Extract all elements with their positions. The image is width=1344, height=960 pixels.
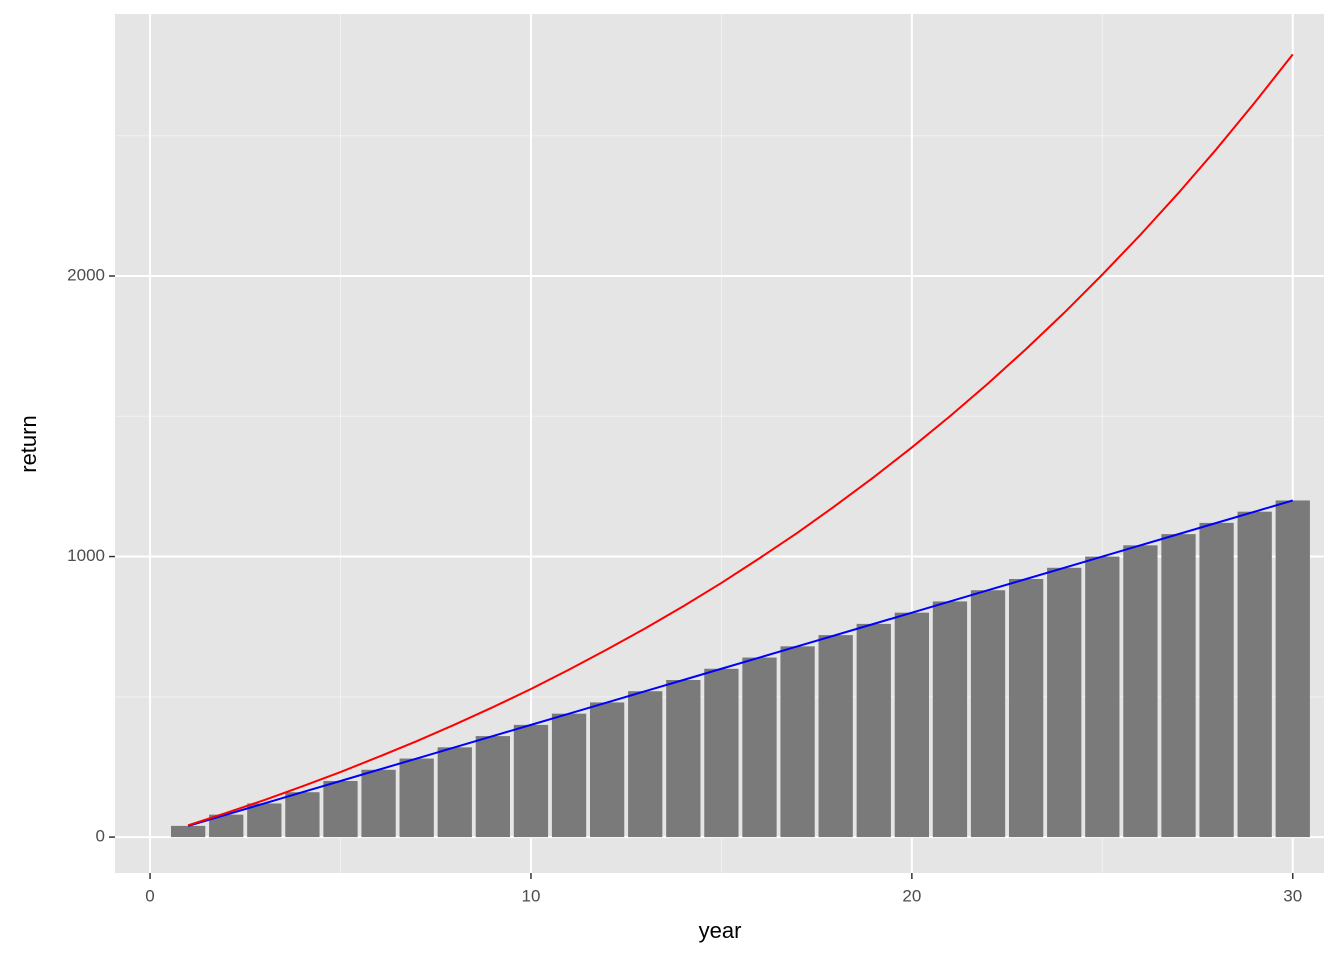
bar xyxy=(1085,556,1120,838)
bar xyxy=(742,657,777,838)
bar xyxy=(666,679,701,838)
y-axis-title: return xyxy=(16,415,41,472)
line xyxy=(187,499,1294,827)
bar xyxy=(209,814,244,838)
bar xyxy=(399,758,434,838)
bar xyxy=(437,747,472,838)
bar xyxy=(628,691,663,838)
bar xyxy=(247,803,282,838)
bar xyxy=(475,736,511,838)
bar xyxy=(170,825,206,838)
bar xyxy=(513,724,549,838)
bar xyxy=(1275,500,1310,838)
bar xyxy=(1161,534,1196,838)
bar xyxy=(856,623,891,838)
bar xyxy=(1237,511,1272,838)
x-axis-title: year xyxy=(699,918,742,943)
bar xyxy=(818,635,853,838)
x-tick-label: 20 xyxy=(902,886,921,905)
line xyxy=(187,53,1294,827)
bar xyxy=(780,646,815,838)
y-tick-label: 0 xyxy=(96,827,105,846)
y-tick-label: 1000 xyxy=(67,546,105,565)
bar xyxy=(704,668,739,838)
bar xyxy=(1047,567,1082,838)
bar xyxy=(589,702,625,838)
bar xyxy=(323,780,358,838)
x-tick-label: 10 xyxy=(521,886,540,905)
bar xyxy=(285,792,320,838)
bar xyxy=(1123,545,1158,838)
bar xyxy=(1008,578,1044,838)
bar xyxy=(894,612,929,838)
bar xyxy=(361,769,396,838)
y-tick-label: 2000 xyxy=(67,266,105,285)
bar xyxy=(551,713,587,838)
bar xyxy=(1199,522,1234,838)
bar xyxy=(970,590,1006,838)
x-tick-label: 30 xyxy=(1283,886,1302,905)
x-tick-label: 0 xyxy=(145,886,154,905)
bar xyxy=(932,601,968,838)
